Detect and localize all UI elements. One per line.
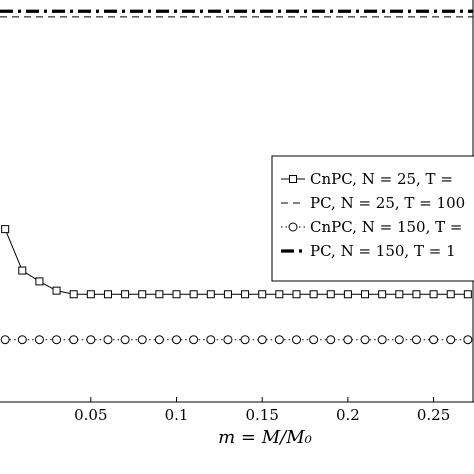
- square-marker: [412, 290, 421, 299]
- square-marker: [289, 175, 297, 183]
- circle-marker: [274, 335, 284, 345]
- circle-marker: [463, 335, 473, 345]
- square-marker: [275, 290, 284, 299]
- square-marker: [343, 290, 352, 299]
- square-marker: [172, 290, 181, 299]
- square-marker: [463, 290, 472, 299]
- circle-marker: [291, 335, 301, 345]
- legend-entry: PC, N = 150, T = 1: [281, 242, 456, 260]
- legend-label: CnPC, N = 150, T =: [310, 218, 462, 236]
- x-tick-label: 0.25: [417, 406, 450, 424]
- square-marker: [35, 277, 44, 286]
- square-marker: [52, 286, 61, 295]
- legend-entry: CnPC, N = 25, T =: [281, 170, 453, 188]
- circle-marker: [154, 335, 164, 345]
- square-marker: [69, 290, 78, 299]
- circle-marker: [172, 335, 182, 345]
- square-marker: [292, 290, 301, 299]
- square-marker: [138, 290, 147, 299]
- circle-marker: [69, 335, 79, 345]
- circle-marker: [360, 335, 370, 345]
- circle-marker: [86, 335, 96, 345]
- square-marker: [189, 290, 198, 299]
- square-marker: [18, 266, 27, 275]
- square-marker: [258, 290, 267, 299]
- x-tick-label: 0.2: [336, 406, 360, 424]
- circle-marker: [34, 335, 44, 345]
- square-marker: [155, 290, 164, 299]
- circle-marker: [429, 335, 439, 345]
- circle-marker: [223, 335, 233, 345]
- circle-marker: [0, 335, 10, 345]
- x-ticks: 0.05 0.1 0.15 0.2 0.25: [74, 397, 450, 424]
- circle-marker: [240, 335, 250, 345]
- square-marker: [103, 290, 112, 299]
- circle-marker: [189, 335, 199, 345]
- circle-marker: [326, 335, 336, 345]
- circle-marker: [377, 335, 387, 345]
- square-marker: [395, 290, 404, 299]
- square-marker: [429, 290, 438, 299]
- legend-entry: PC, N = 25, T = 100: [281, 194, 465, 212]
- circle-marker: [257, 335, 267, 345]
- circle-marker: [206, 335, 216, 345]
- legend: CnPC, N = 25, T = PC, N = 25, T = 100 CnPC…: [271, 155, 474, 282]
- circle-marker: [17, 335, 27, 345]
- series-1: [1, 225, 472, 299]
- square-marker: [206, 290, 215, 299]
- circle-marker: [288, 222, 298, 232]
- series-3: [0, 335, 473, 345]
- circle-marker: [52, 335, 62, 345]
- x-tick-label: 0.05: [74, 406, 107, 424]
- circle-marker: [137, 335, 147, 345]
- legend-entry: CnPC, N = 150, T =: [281, 218, 462, 236]
- x-tick-label: 0.15: [246, 406, 279, 424]
- circle-marker: [394, 335, 404, 345]
- square-marker: [326, 290, 335, 299]
- square-marker: [1, 225, 10, 234]
- square-marker: [241, 290, 250, 299]
- circle-marker: [411, 335, 421, 345]
- square-marker: [446, 290, 455, 299]
- square-marker: [378, 290, 387, 299]
- legend-label: CnPC, N = 25, T =: [310, 170, 453, 188]
- series-line: [4, 228, 468, 295]
- legend-box: [271, 155, 474, 282]
- series-layer: [0, 9, 473, 345]
- circle-marker: [343, 335, 353, 345]
- square-marker: [86, 290, 95, 299]
- circle-marker: [103, 335, 113, 345]
- circle-marker: [309, 335, 319, 345]
- circle-marker: [446, 335, 456, 345]
- square-marker: [121, 290, 130, 299]
- square-marker: [361, 290, 370, 299]
- legend-label: PC, N = 25, T = 100: [310, 194, 465, 212]
- square-marker: [309, 290, 318, 299]
- circle-marker: [120, 335, 130, 345]
- x-tick-label: 0.1: [165, 406, 189, 424]
- legend-label: PC, N = 150, T = 1: [310, 242, 456, 260]
- square-marker: [223, 290, 232, 299]
- x-axis-label: m = M/M₀: [218, 427, 312, 448]
